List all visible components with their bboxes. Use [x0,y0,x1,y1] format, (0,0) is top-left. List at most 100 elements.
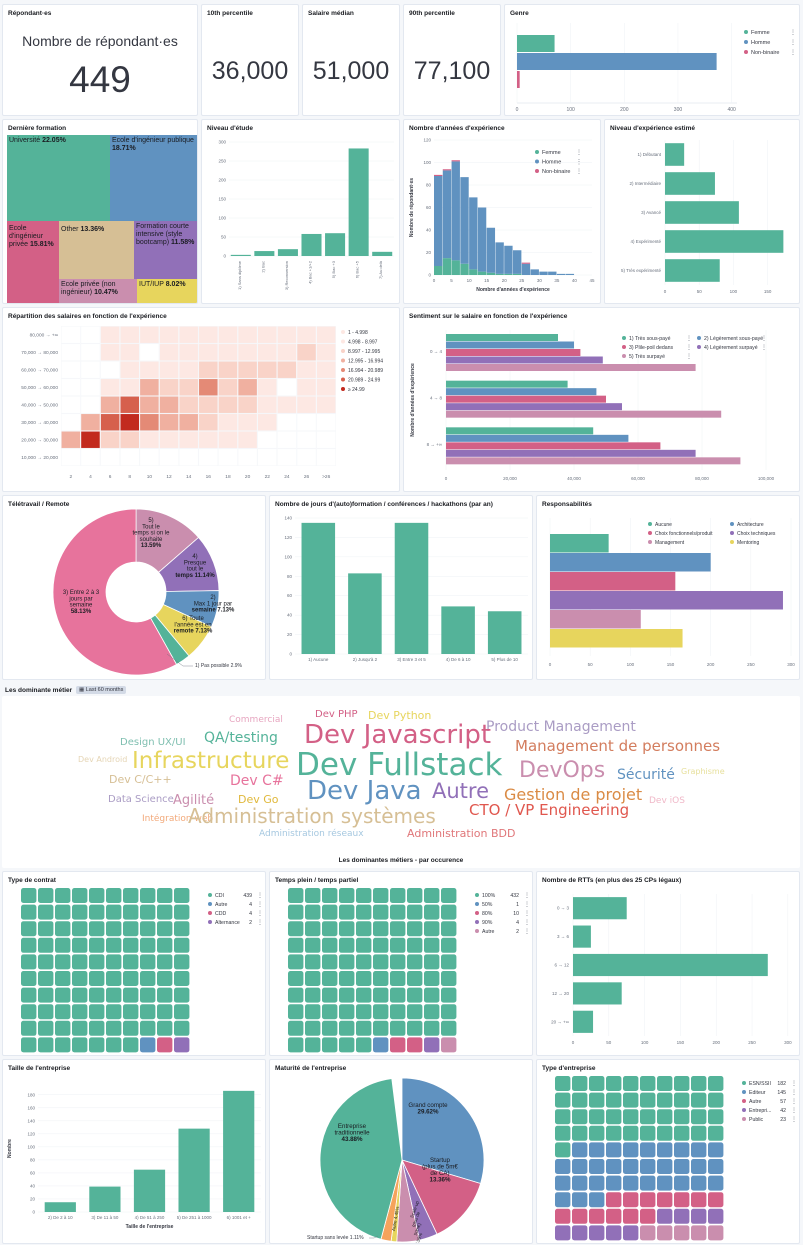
y-tick-label: 30,000 → 40,000 [21,420,58,426]
y-tick-label: 0 [289,652,292,657]
legend-label: Femme [542,150,561,156]
x-tick-label: 100 [566,107,575,113]
waffle-cell [708,1225,724,1241]
word-dev-javascript[interactable]: Dev Javascript [304,720,492,750]
word-data-science[interactable]: Data Science [108,794,174,805]
waffle-cell [288,888,304,903]
hist-bar [504,245,513,274]
word-qa-testing[interactable]: QA/testing [204,730,278,746]
bar [446,388,597,396]
word-administration-syst-mes[interactable]: Administration systèmes [188,804,436,828]
word-s-curit-[interactable]: Sécurité [617,767,675,783]
word-administration-r-seaux[interactable]: Administration réseaux [259,829,364,839]
heat-cell [178,378,199,396]
heat-cell [80,431,101,449]
waffle-cell [691,1192,707,1208]
word-dev-c-[interactable]: Dev C# [230,773,284,789]
y-tick-label: 0 [32,1210,35,1215]
treemap-cell-ecole-publique[interactable]: Ecole d'ingénieur publique 18.71% [110,135,197,221]
word-design-ux-ui[interactable]: Design UX/UI [120,737,186,748]
word-autre[interactable]: Autre [432,779,490,803]
word-gestion-de-projet[interactable]: Gestion de projet [504,785,643,804]
waffle-cell [356,1037,372,1053]
bar [446,334,558,341]
y-tick-label: 12 → 20 [552,991,570,996]
treemap-cell-iut[interactable]: IUT/IUP 8.02% [137,279,197,303]
treemap-cell-ecole-privee[interactable]: Ecole d'ingénieur privée 15.81% [7,221,59,303]
pie-label: Max 1 jour par [194,601,232,607]
waffle-cell [390,937,406,953]
word-product-management[interactable]: Product Management [486,719,636,735]
bar [446,410,722,418]
treemap-cell-ecole-non-ing[interactable]: Ecole privée (non ingénieur) 10.47% [59,279,137,303]
waffle-cell [305,937,321,953]
waffle-cell [691,1142,707,1158]
heat-cell [61,396,81,414]
panel-title: Genre [510,10,529,17]
niveau-chart: 0 50 100 150 200 250 300 1) Sans diplôme 2) Bac 3… [218,140,394,290]
panel-title: Sentiment sur le salaire en fonction de … [409,313,568,320]
word-cto-vp-engineering[interactable]: CTO / VP Engineering [469,801,630,819]
legend-dot [742,1099,746,1103]
y-tick-label: 60 [426,205,432,210]
waffle-cell [589,1159,605,1174]
treemap-cell-bootcamp[interactable]: Formation courte intensive (style bootca… [134,221,197,279]
word-dev-php[interactable]: Dev PHP [315,709,358,720]
waffle-cell [89,904,105,920]
waffle-cell [623,1142,639,1158]
word-dev-python[interactable]: Dev Python [368,709,432,722]
pie-label: de CA) [430,1170,449,1177]
x-tick-label: 100 [730,289,738,294]
bar [446,341,574,349]
word-dev-go[interactable]: Dev Go [238,793,279,806]
waffle-cell [691,1076,707,1091]
legend-label: ≥ 24.99 [348,387,365,393]
x-tick-label: 50 [606,1040,612,1045]
x-tick-label: 100,000 [758,476,775,481]
legend-label: 16.994 - 20.989 [348,368,383,374]
legend-dot [341,349,345,353]
word-administration-bdd[interactable]: Administration BDD [407,827,516,840]
legend-label: 12.995 - 16.994 [348,359,383,365]
heat-cell [277,396,297,414]
waffle-cell [441,954,457,970]
treemap-cell-other[interactable]: Other 13.36% [59,221,134,279]
waffle-cell [640,1208,656,1224]
legend-value: 4 [516,920,519,926]
word-devops[interactable]: DevOps [519,758,606,783]
waffle-cell [123,1004,139,1020]
word-dev-c-c-[interactable]: Dev C/C++ [109,773,172,786]
bar [665,230,784,253]
waffle-cell [441,1004,457,1020]
waffle-cell [623,1208,639,1224]
waffle-cell [606,1142,622,1158]
pie-label: temps si on le [132,531,170,537]
heat-cell [198,413,219,431]
x-tick-label: 10 [147,474,153,480]
time-range-badge[interactable]: ▦ Last 60 months [76,686,127,694]
word-dev-java[interactable]: Dev Java [307,776,422,806]
waffle-cell [674,1142,690,1158]
waffle-cell [72,1004,88,1020]
word-int-gration-web[interactable]: Intégration web [142,814,214,824]
waffle-cell [441,937,457,953]
treemap-cell-universite[interactable]: Université 22.05% [7,135,110,221]
heat-cell [296,361,317,379]
hist-bar [486,227,496,273]
word-dev-ios[interactable]: Dev iOS [649,796,685,806]
y-tick-label: 60 [287,593,293,598]
word-dev-android[interactable]: Dev Android [78,755,128,764]
waffle-cell [390,904,406,920]
word-commercial[interactable]: Commercial [229,715,283,725]
word-management-de-personnes[interactable]: Management de personnes [515,737,721,755]
word-graphisme[interactable]: Graphisme [681,767,725,776]
waffle-cell [407,888,423,903]
waffle-cell [157,971,173,986]
legend-menu-icon: ⋮ [791,1090,797,1096]
waffle-cell [390,921,406,937]
word-infrastructure[interactable]: Infrastructure [132,748,290,774]
word-dev-fullstack[interactable]: Dev Fullstack [296,747,503,783]
waffle-cell [140,937,156,953]
word-agilit-[interactable]: Agilité [173,793,215,808]
x-tick-label: 4) De 51 à 250 [135,1215,165,1220]
